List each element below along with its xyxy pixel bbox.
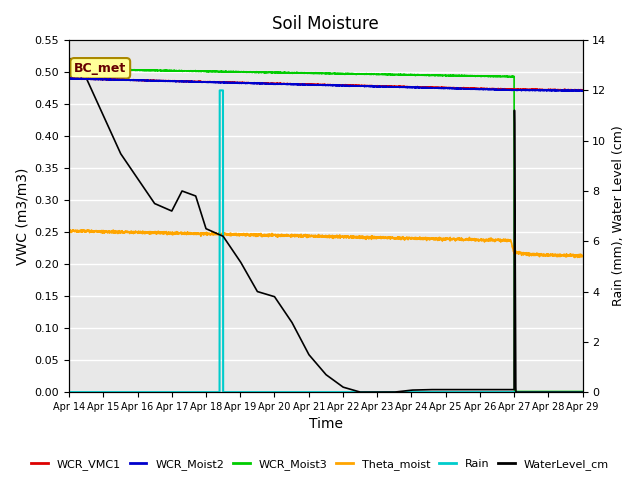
Legend: WCR_VMC1, WCR_Moist2, WCR_Moist3, Theta_moist, Rain, WaterLevel_cm: WCR_VMC1, WCR_Moist2, WCR_Moist3, Theta_… bbox=[27, 455, 613, 474]
Y-axis label: VWC (m3/m3): VWC (m3/m3) bbox=[15, 168, 29, 265]
Title: Soil Moisture: Soil Moisture bbox=[273, 15, 379, 33]
Y-axis label: Rain (mm), Water Level (cm): Rain (mm), Water Level (cm) bbox=[612, 126, 625, 307]
Text: BC_met: BC_met bbox=[74, 62, 127, 75]
X-axis label: Time: Time bbox=[309, 418, 343, 432]
